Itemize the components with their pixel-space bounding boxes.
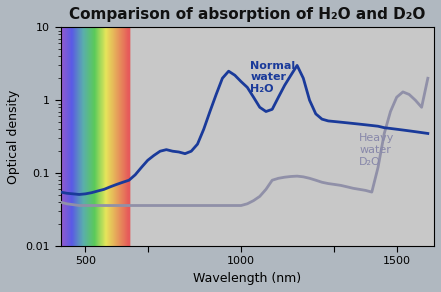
Y-axis label: Optical density: Optical density [7, 90, 20, 184]
Title: Comparison of absorption of H₂O and D₂O: Comparison of absorption of H₂O and D₂O [69, 7, 426, 22]
Text: Heavy
water
D₂O: Heavy water D₂O [359, 133, 395, 167]
X-axis label: Wavelength (nm): Wavelength (nm) [193, 272, 301, 285]
Text: Normal
water
H₂O: Normal water H₂O [250, 60, 295, 94]
